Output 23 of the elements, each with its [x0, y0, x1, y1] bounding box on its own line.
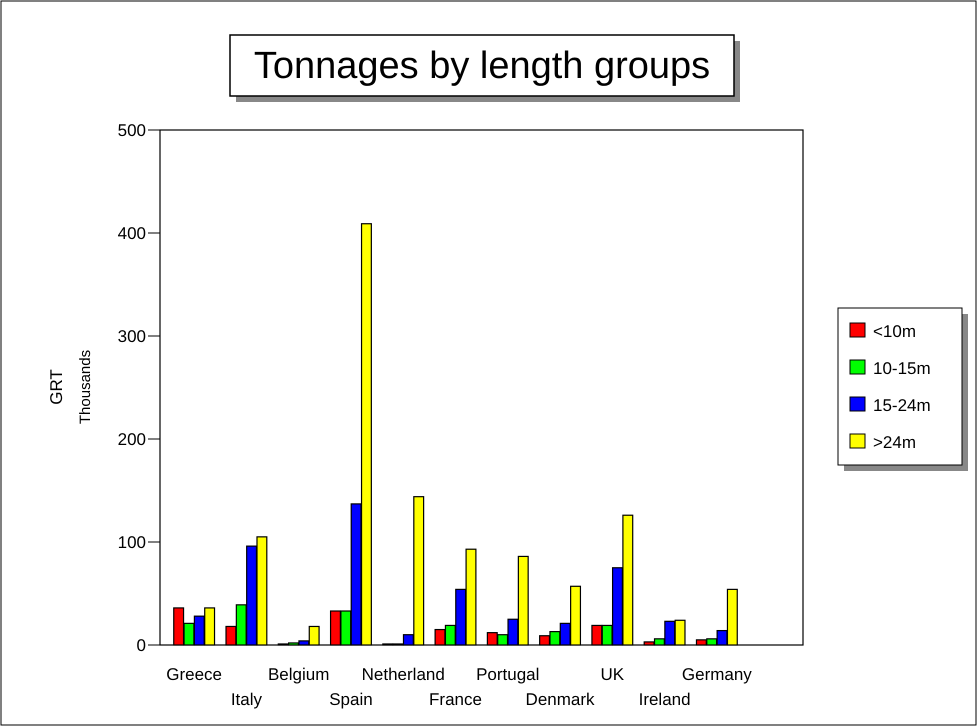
y-tick-label: 100 — [118, 533, 146, 552]
x-tick-label: France — [429, 690, 482, 709]
x-tick-label: Spain — [329, 690, 373, 709]
y-tick-label: 200 — [118, 430, 146, 449]
x-tick-label: Italy — [230, 690, 262, 709]
x-tick-label: Denmark — [526, 690, 596, 709]
y-axis-title: GRT Thousands — [47, 350, 94, 424]
x-tick-label: Netherland — [362, 665, 445, 684]
chart-title: Tonnages by length groups — [254, 45, 710, 87]
y-tick-label: 0 — [136, 636, 146, 655]
legend-label: >24m — [873, 433, 916, 452]
legend-label: <10m — [873, 322, 916, 341]
x-tick-label: UK — [600, 665, 625, 684]
y-tick-label: 500 — [118, 121, 146, 140]
x-tick-label: Greece — [166, 665, 222, 684]
x-tick-label: Portugal — [476, 665, 540, 684]
x-tick-label: Belgium — [268, 665, 330, 684]
x-tick-label: Germany — [682, 665, 752, 684]
y-tick-label: 400 — [118, 224, 146, 243]
legend-label: 15-24m — [873, 396, 931, 415]
x-tick-label: Ireland — [638, 690, 691, 709]
legend-label: 10-15m — [873, 359, 931, 378]
y-tick-label: 300 — [118, 327, 146, 346]
